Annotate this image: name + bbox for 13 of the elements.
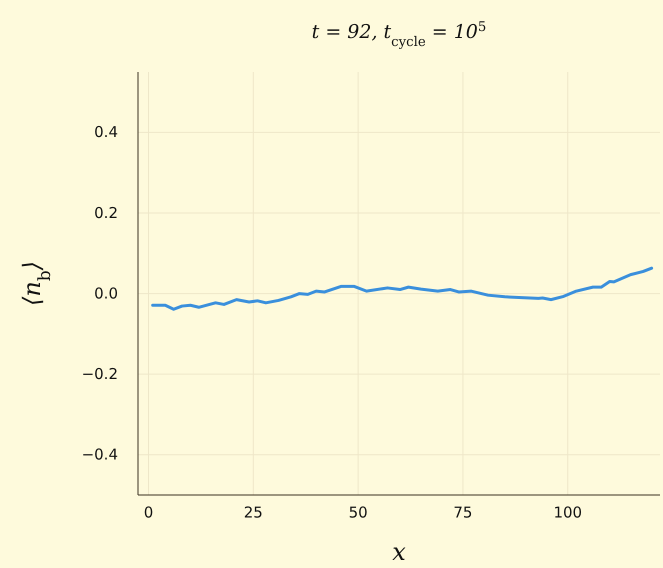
y-tick-label: 0.2 bbox=[94, 204, 118, 222]
x-tick-label: 75 bbox=[453, 504, 472, 522]
x-tick-label: 50 bbox=[348, 504, 368, 522]
line-series bbox=[151, 266, 654, 311]
x-axis-title: x bbox=[392, 538, 406, 566]
y-tick-label: 0.0 bbox=[94, 284, 118, 302]
x-tick-label: 0 bbox=[144, 504, 154, 522]
x-tick-label: 100 bbox=[553, 504, 582, 522]
x-tick-label: 25 bbox=[244, 504, 263, 522]
y-tick-label: −0.2 bbox=[82, 364, 118, 383]
chart-title: t = 92, t$_{cycle}$ = 10$^{5}$ bbox=[312, 20, 486, 50]
y-tick-label: −0.4 bbox=[82, 446, 118, 464]
y-tick-label: 0.4 bbox=[94, 123, 118, 142]
